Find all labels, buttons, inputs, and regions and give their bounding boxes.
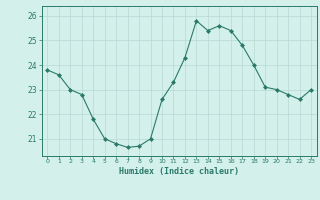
X-axis label: Humidex (Indice chaleur): Humidex (Indice chaleur) [119, 167, 239, 176]
